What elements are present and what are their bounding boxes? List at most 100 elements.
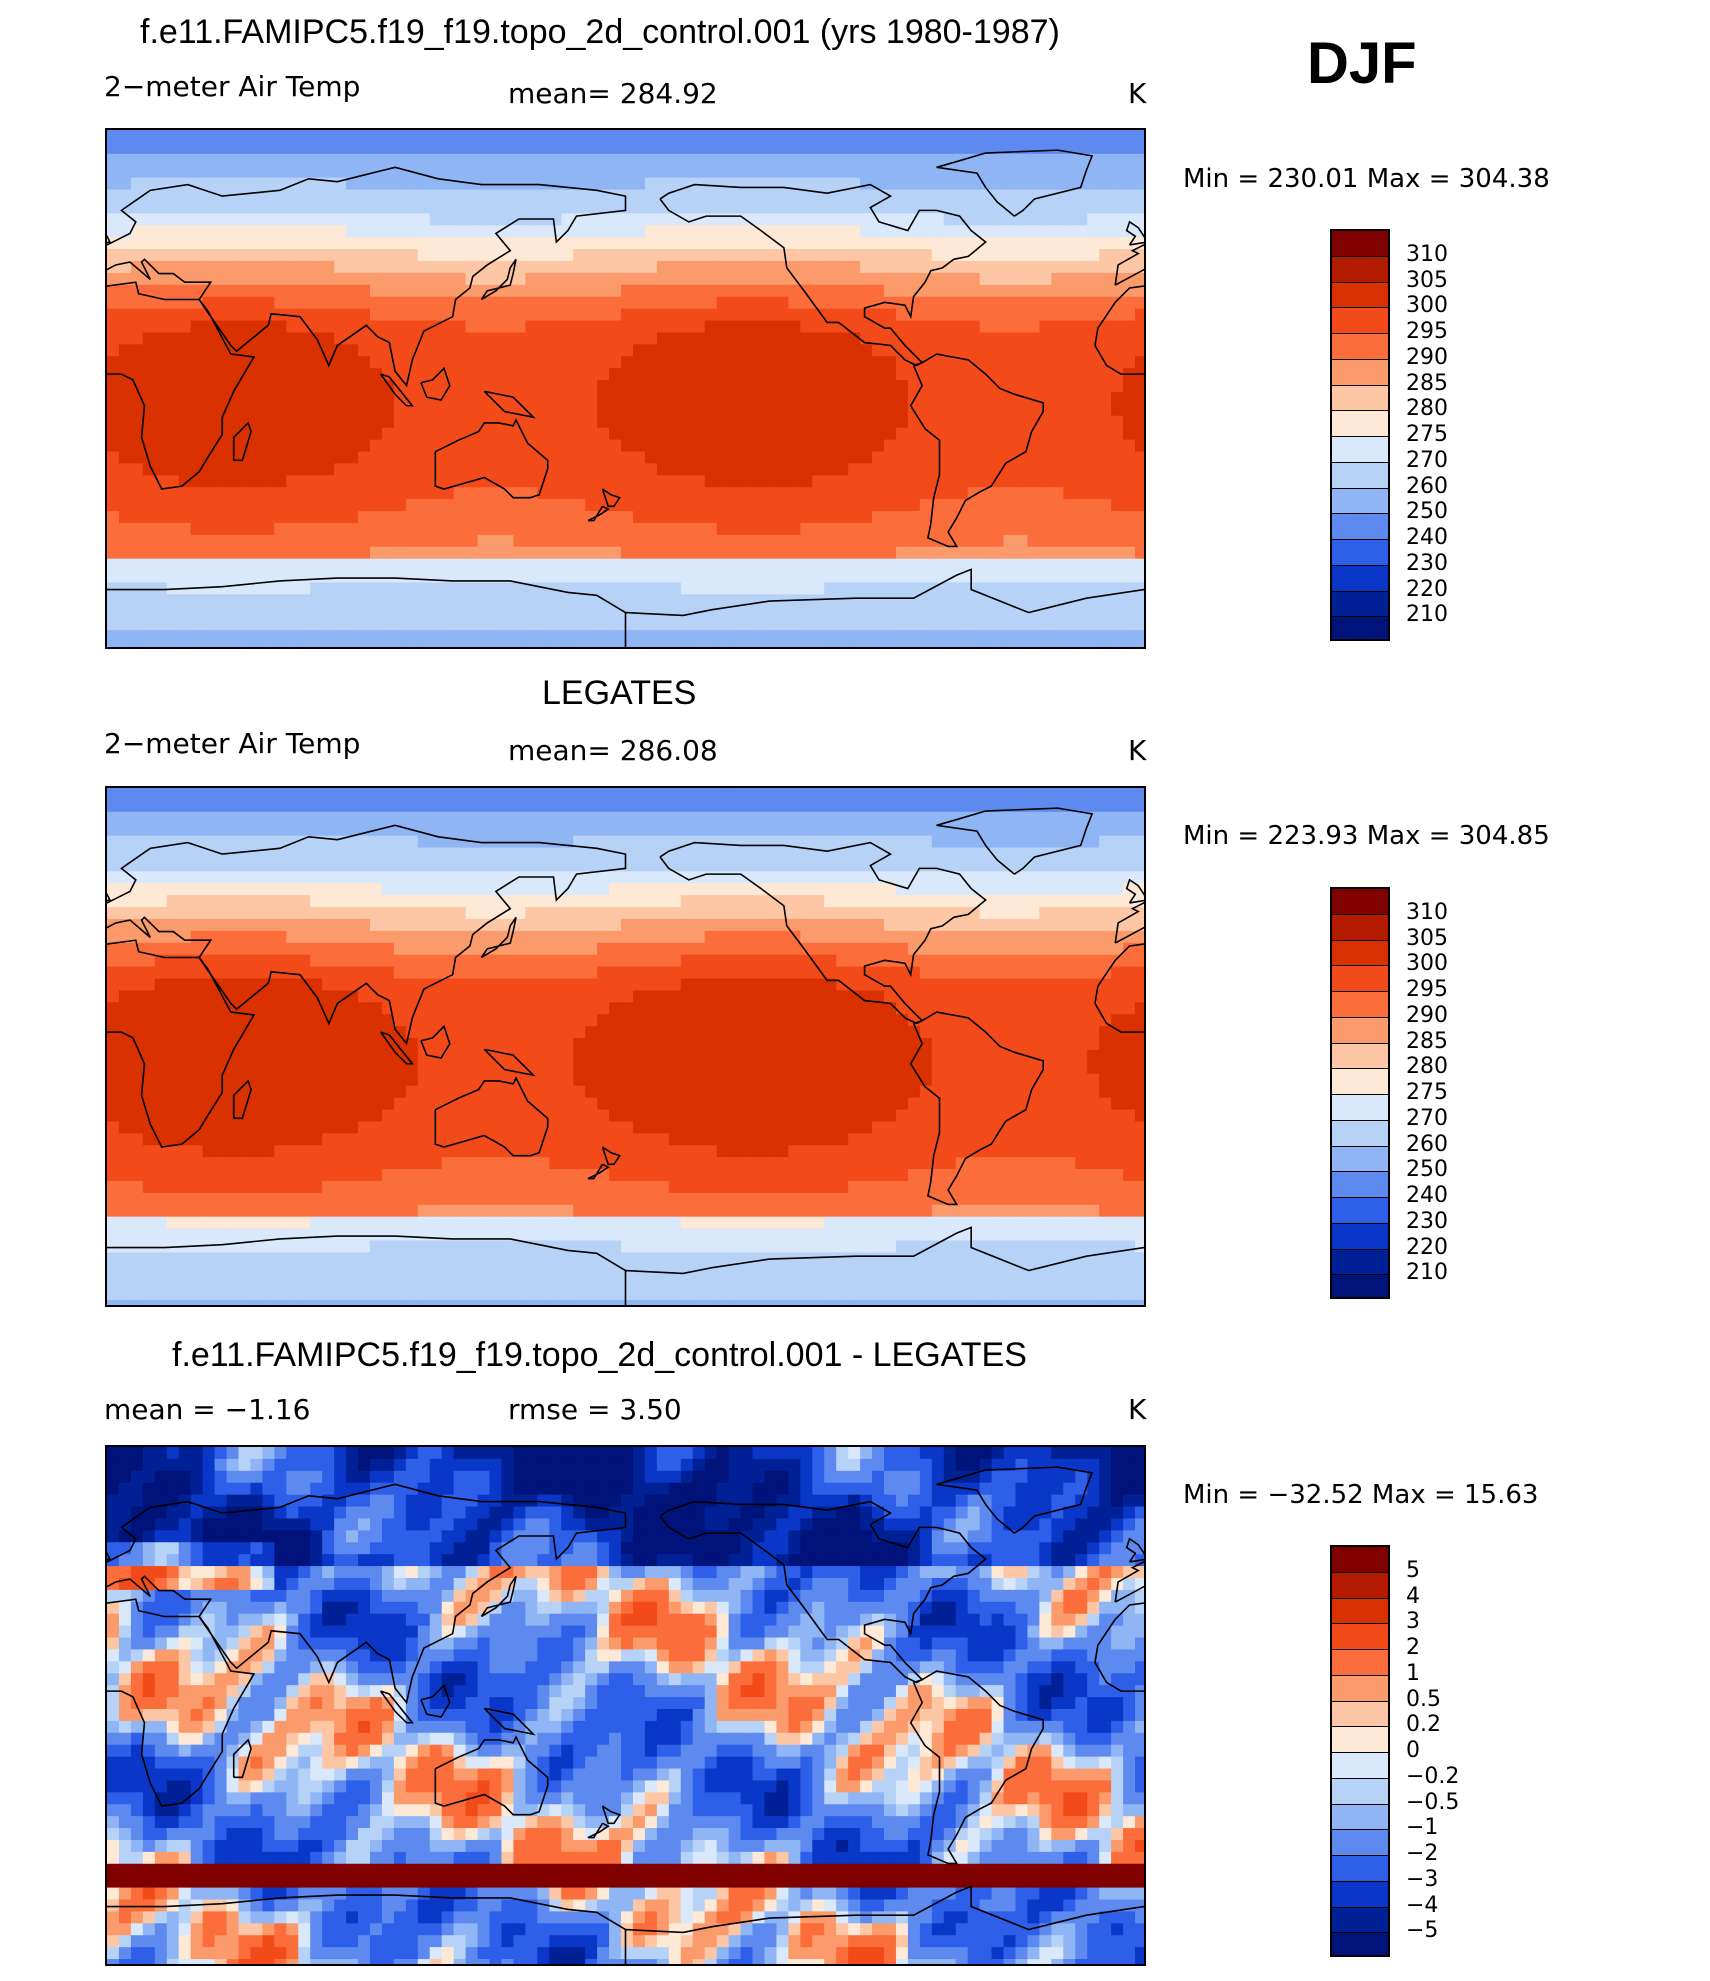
field-cell <box>310 272 323 286</box>
field-cell <box>716 907 730 920</box>
field-cell <box>142 642 156 647</box>
field-cell <box>107 403 120 417</box>
field-cell <box>477 380 491 393</box>
field-cell <box>154 368 168 381</box>
field-cell <box>465 344 479 357</box>
field-cell <box>513 847 526 860</box>
field-cell <box>489 272 502 286</box>
field-cell <box>1087 618 1100 631</box>
field-cell <box>334 403 347 417</box>
field-cell <box>250 284 263 298</box>
field-cell <box>752 811 765 825</box>
field-cell <box>836 883 849 896</box>
field-cell <box>764 451 777 464</box>
field-cell <box>202 260 216 274</box>
field-cell <box>107 582 120 595</box>
field-cell <box>907 225 921 238</box>
field-cell <box>644 356 658 369</box>
field-cell <box>274 320 287 333</box>
field-cell <box>752 332 765 345</box>
field-cell <box>154 177 168 191</box>
field-cell <box>1051 141 1064 155</box>
field-cell <box>286 463 299 476</box>
field-cell <box>238 606 251 619</box>
field-cell <box>358 332 371 345</box>
field-cell <box>513 189 526 202</box>
field-cell <box>346 630 359 643</box>
field-cell <box>872 847 885 860</box>
field-cell <box>704 558 718 572</box>
field-cell <box>381 534 395 548</box>
field-cell <box>118 308 132 322</box>
field-cell <box>369 130 383 143</box>
field-cell <box>513 788 526 801</box>
field-cell <box>501 823 514 837</box>
field-cell <box>621 895 634 908</box>
field-cell <box>286 799 299 813</box>
field-cell <box>740 499 754 512</box>
field-cell <box>166 558 180 572</box>
field-cell <box>740 320 754 333</box>
field-cell <box>465 883 479 896</box>
field-cell <box>1075 558 1088 572</box>
field-cell <box>477 451 491 464</box>
field-cell <box>178 189 192 202</box>
field-cell <box>704 907 718 920</box>
field-cell <box>166 153 180 167</box>
field-cell <box>668 642 682 647</box>
field-cell <box>704 308 718 322</box>
field-cell <box>489 618 502 631</box>
field-cell <box>274 260 287 274</box>
field-cell <box>943 249 957 262</box>
field-cell <box>704 249 718 262</box>
field-cell <box>692 594 706 607</box>
field-cell <box>872 463 885 476</box>
field-cell <box>453 332 467 345</box>
field-cell <box>537 415 550 429</box>
field-cell <box>728 546 742 560</box>
field-cell <box>1015 415 1028 429</box>
field-cell <box>1027 487 1040 500</box>
field-cell <box>262 570 275 583</box>
field-cell <box>346 415 359 429</box>
field-cell <box>465 642 479 647</box>
field-cell <box>1135 811 1144 825</box>
field-cell <box>334 522 347 536</box>
field-cell <box>776 201 789 214</box>
field-cell <box>609 522 622 536</box>
field-cell <box>704 427 718 441</box>
field-cell <box>609 534 622 548</box>
field-cell <box>609 582 622 595</box>
field-cell <box>130 546 144 560</box>
field-cell <box>752 907 765 920</box>
field-cell <box>668 213 682 226</box>
field-cell <box>453 618 467 631</box>
field-cell <box>776 451 789 464</box>
field-cell <box>142 534 156 548</box>
field-cell <box>154 883 168 896</box>
field-cell <box>728 391 742 405</box>
field-cell <box>238 249 251 262</box>
field-cell <box>692 189 706 202</box>
field-cell <box>907 463 921 476</box>
field-cell <box>142 823 156 837</box>
field-cell <box>1015 582 1028 595</box>
field-cell <box>764 895 777 908</box>
field-cell <box>489 811 502 825</box>
field-cell <box>561 260 574 274</box>
field-cell <box>716 177 730 191</box>
field-cell <box>979 213 993 226</box>
field-cell <box>262 522 275 536</box>
field-cell <box>692 499 706 512</box>
field-cell <box>680 225 694 238</box>
field-cell <box>310 630 323 643</box>
field-cell <box>752 344 765 357</box>
field-cell <box>453 895 467 908</box>
field-cell <box>644 475 658 488</box>
field-cell <box>537 320 550 333</box>
field-cell <box>644 427 658 441</box>
field-cell <box>429 642 443 647</box>
field-cell <box>728 788 742 801</box>
field-cell <box>919 534 933 548</box>
field-cell <box>680 177 694 191</box>
